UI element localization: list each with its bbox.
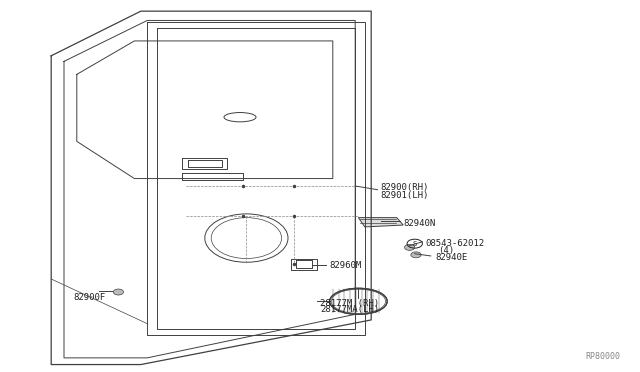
Text: 82940N: 82940N [403, 219, 435, 228]
Text: 82900(RH): 82900(RH) [381, 183, 429, 192]
Text: RP80000: RP80000 [586, 352, 621, 361]
Text: (4): (4) [438, 246, 454, 255]
Text: 82900F: 82900F [74, 293, 106, 302]
Text: S: S [413, 241, 417, 247]
Text: 82940E: 82940E [435, 253, 467, 262]
Polygon shape [358, 218, 403, 227]
Text: 82960M: 82960M [330, 262, 362, 270]
Text: 28177MA(LH): 28177MA(LH) [320, 305, 379, 314]
Text: 28177M (RH): 28177M (RH) [320, 299, 379, 308]
Circle shape [404, 244, 415, 250]
Text: 08543-62012: 08543-62012 [426, 239, 484, 248]
Circle shape [113, 289, 124, 295]
Text: 82901(LH): 82901(LH) [381, 191, 429, 200]
Circle shape [411, 252, 421, 258]
